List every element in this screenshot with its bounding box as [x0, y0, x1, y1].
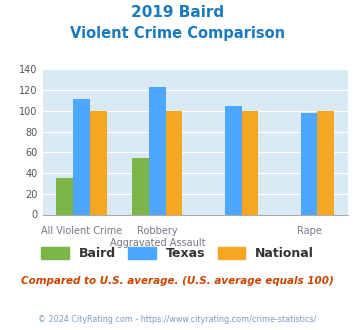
Bar [149, 87, 166, 214]
Text: Violent Crime Comparison: Violent Crime Comparison [70, 26, 285, 41]
Text: Compared to U.S. average. (U.S. average equals 100): Compared to U.S. average. (U.S. average … [21, 276, 334, 285]
Bar [166, 111, 182, 214]
Text: 2019 Baird: 2019 Baird [131, 5, 224, 20]
Text: Aggravated Assault: Aggravated Assault [110, 238, 205, 248]
Text: Rape: Rape [296, 226, 321, 236]
Bar [317, 111, 334, 214]
Bar [73, 99, 90, 214]
Text: All Violent Crime: All Violent Crime [41, 226, 122, 236]
Bar [241, 111, 258, 214]
Bar [132, 158, 149, 215]
Legend: Baird, Texas, National: Baird, Texas, National [36, 242, 319, 265]
Bar [56, 178, 73, 214]
Text: Robbery: Robbery [137, 226, 178, 236]
Text: © 2024 CityRating.com - https://www.cityrating.com/crime-statistics/: © 2024 CityRating.com - https://www.city… [38, 315, 317, 324]
Bar [90, 111, 106, 214]
Bar [301, 113, 317, 214]
Bar [225, 106, 241, 214]
